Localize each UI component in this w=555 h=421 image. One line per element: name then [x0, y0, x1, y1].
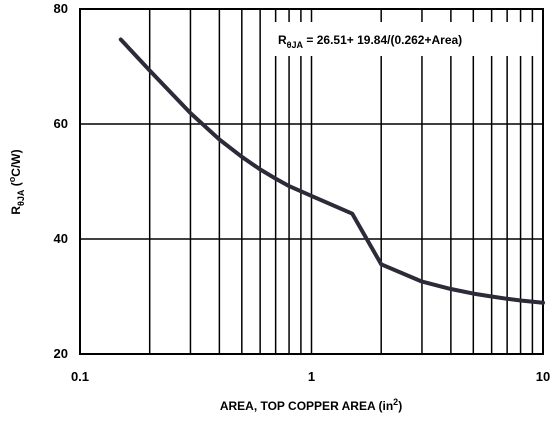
- annotation-box: [268, 22, 536, 56]
- x-axis-title: AREA, TOP COPPER AREA (in2): [220, 397, 402, 413]
- plot-frame: [79, 8, 544, 355]
- annotation-formula: RθJA = 26.51+ 19.84/(0.262+Area): [278, 33, 462, 50]
- y-tick-label: 60: [54, 116, 68, 131]
- x-tick-label: 10: [536, 369, 550, 384]
- grid: [80, 9, 543, 354]
- x-tick-label: 0.1: [71, 369, 89, 384]
- x-tick-label: 1: [308, 369, 315, 384]
- series-line: [118, 37, 545, 305]
- y-tick-labels: 20 40 60 80: [54, 1, 68, 361]
- y-tick-label: 20: [54, 346, 68, 361]
- y-tick-label: 40: [54, 231, 68, 246]
- y-axis-title: RθJA (oC/W): [7, 149, 26, 214]
- y-tick-label: 80: [54, 1, 68, 16]
- x-tick-labels: 0.1 1 10: [71, 369, 550, 384]
